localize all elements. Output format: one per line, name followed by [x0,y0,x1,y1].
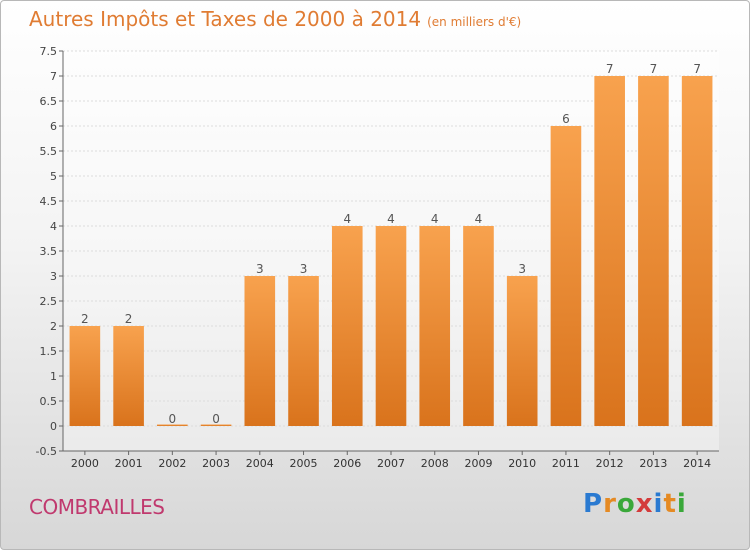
logo-letter: t [663,489,677,519]
data-label: 4 [431,212,439,226]
y-tick-label: 5 [50,170,57,183]
data-label: 6 [562,112,570,126]
logo-letter: x [635,489,654,519]
x-tick-label: 2003 [202,457,230,470]
y-tick-label: 1 [50,370,57,383]
y-tick-label: 1.5 [40,345,58,358]
x-tick-label: 2008 [421,457,449,470]
y-tick-label: 3.5 [40,245,58,258]
data-label: 4 [343,212,351,226]
y-tick-label: 6 [50,120,57,133]
x-tick-label: 2013 [639,457,667,470]
y-tick-label: 0.5 [40,395,58,408]
chart-unit: (en milliers d'€) [427,15,522,29]
commune-name: COMBRAILLES [29,495,165,519]
x-tick-label: 2009 [464,457,492,470]
bar [69,326,101,426]
data-label: 3 [256,262,264,276]
logo-letter: P [583,489,604,519]
bar [463,226,494,426]
x-tick-label: 2014 [683,457,711,470]
data-label: 0 [212,412,220,426]
bar [288,276,319,426]
data-label: 3 [300,262,308,276]
logo-letter: r [603,489,617,519]
logo-letter: i [676,489,687,519]
bar [113,326,144,426]
proxiti-logo: Proxiti [583,489,687,519]
data-label: 4 [387,212,395,226]
y-tick-label: 7.5 [40,45,58,58]
y-tick-label: 4 [50,220,57,233]
bar [550,126,582,426]
x-tick-label: 2006 [333,457,361,470]
y-tick-label: 6.5 [40,95,58,108]
y-tick-label: 3 [50,270,57,283]
bar [244,276,276,426]
x-tick-label: 2004 [246,457,274,470]
y-tick-label: 7 [50,70,57,83]
chart-title: Autres Impôts et Taxes de 2000 à 2014 (en… [29,7,521,31]
bar [638,76,669,426]
data-label: 3 [518,262,526,276]
bar [157,424,188,426]
x-tick-label: 2010 [508,457,536,470]
y-tick-label: 4.5 [40,195,58,208]
x-tick-label: 2011 [552,457,580,470]
bar [419,226,451,426]
x-tick-label: 2002 [158,457,186,470]
x-tick-label: 2005 [290,457,318,470]
data-label: 2 [125,312,133,326]
data-label: 0 [169,412,177,426]
y-tick-label: 2 [50,320,57,333]
y-tick-label: 0 [50,420,57,433]
chart-title-text: Autres Impôts et Taxes de 2000 à 2014 [29,7,422,31]
x-tick-label: 2001 [115,457,143,470]
logo-letter: i [653,489,664,519]
data-label: 4 [475,212,483,226]
bar [331,226,363,426]
data-label: 7 [650,62,658,76]
bar [200,424,232,426]
logo-letter: o [616,489,636,519]
data-label: 7 [606,62,614,76]
data-label: 2 [81,312,89,326]
x-tick-label: 2012 [596,457,624,470]
x-tick-label: 2007 [377,457,405,470]
y-tick-label: 2.5 [40,295,58,308]
bar [506,276,538,426]
y-tick-label: -0.5 [36,445,57,458]
y-tick-label: 5.5 [40,145,58,158]
bar [594,76,625,426]
bar [681,76,713,426]
bar [375,226,407,426]
data-label: 7 [693,62,701,76]
x-tick-label: 2000 [71,457,99,470]
